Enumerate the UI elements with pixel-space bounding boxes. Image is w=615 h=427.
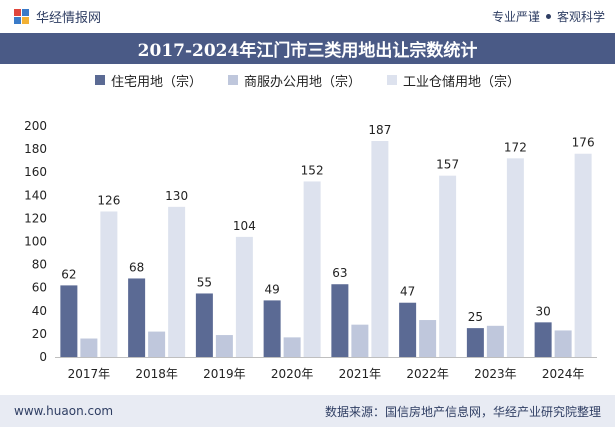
y-tick-label: 0 [39,350,47,364]
bar-3-8 [574,153,592,357]
bar-1-6 [399,302,417,357]
bar-3-4 [303,181,321,357]
x-tick-label: 2022年 [406,367,449,381]
legend-item-commercial: 商服办公用地（宗） [227,71,361,90]
bar-1-1 [60,285,78,357]
legend-item-residential: 住宅用地（宗） [94,71,202,90]
x-tick-label: 2023年 [474,367,517,381]
bar-2-7 [486,325,504,357]
slogan-left: 专业严谨 [491,10,540,24]
data-label: 187 [368,123,391,137]
x-tick-label: 2021年 [339,367,382,381]
bar-2-5 [351,324,369,357]
y-tick-label: 160 [24,165,47,179]
chart-legend: 住宅用地（宗） 商服办公用地（宗） 工业仓储用地（宗） [0,70,615,90]
bar-2-4 [283,337,301,357]
y-tick-label: 20 [32,327,47,341]
bar-3-6 [439,175,457,357]
y-tick-label: 60 [32,281,47,295]
legend-label-industrial: 工业仓储用地（宗） [403,74,521,90]
y-tick-label: 40 [32,304,47,318]
data-label: 126 [97,193,120,207]
y-tick-label: 120 [24,211,47,225]
bullet-dot-icon [545,14,551,19]
data-label: 62 [61,267,76,281]
footer: www.huaon.com 数据来源：国信房地产信息网，华经产业研究院整理 [0,395,615,427]
legend-swatch-industrial [387,75,397,85]
x-tick-label: 2019年 [203,367,246,381]
bar-1-5 [331,284,349,357]
bar-3-7 [506,158,524,357]
bar-1-2 [128,278,146,357]
x-tick-label: 2018年 [135,367,178,381]
y-tick-label: 100 [24,235,47,249]
data-label: 176 [572,136,595,150]
data-label: 104 [233,219,256,233]
bar-3-2 [168,206,186,357]
legend-label-commercial: 商服办公用地（宗） [243,74,361,90]
chart-title: 2017-2024年江门市三类用地出让宗数统计 [0,33,615,64]
bar-2-3 [215,335,233,357]
bar-3-5 [371,141,389,357]
y-tick-label: 80 [32,258,47,272]
brand-logo-icon [14,8,30,25]
y-tick-label: 200 [24,119,47,133]
bar-chart: 0 20 40 60 80 100 120 140 160 180 200 62 126 2017年 68 1… [24,119,597,381]
data-label: 68 [129,260,144,274]
brand: 华经情报网 [14,7,101,26]
x-tick-label: 2020年 [271,367,314,381]
bar-2-2 [148,331,166,357]
bar-1-7 [466,328,484,357]
legend-swatch-commercial [227,75,238,85]
legend-label-residential: 住宅用地（宗） [110,74,202,90]
data-label: 172 [504,140,527,154]
data-label: 157 [436,158,459,172]
data-label: 130 [165,189,188,203]
data-label: 63 [332,266,347,280]
x-tick-label: 2024年 [542,367,585,381]
footer-url[interactable]: www.huaon.com [14,404,114,418]
slogan: 专业严谨 客观科学 [492,8,605,25]
bar-2-1 [80,338,98,357]
y-tick-label: 180 [24,142,47,156]
bar-3-3 [235,236,253,357]
bar-2-6 [419,320,437,357]
bar-1-4 [263,300,281,357]
legend-swatch-residential [94,75,105,85]
bar-1-8 [534,322,552,357]
footer-source: 数据来源：国信房地产信息网，华经产业研究院整理 [324,404,601,419]
slogan-right: 客观科学 [556,10,605,24]
x-tick-label: 2017年 [68,367,111,381]
y-tick-label: 140 [24,188,47,202]
bar-2-8 [554,330,572,357]
data-label: 55 [197,275,212,289]
top-bar: 华经情报网 专业严谨 客观科学 [0,0,615,33]
data-label: 30 [535,304,550,318]
data-label: 47 [400,285,415,299]
bar-1-3 [195,293,213,357]
data-label: 25 [468,310,483,324]
bar-3-1 [100,211,118,357]
data-label: 152 [301,163,324,177]
legend-item-industrial: 工业仓储用地（宗） [387,71,520,90]
brand-name: 华经情报网 [36,11,102,26]
data-label: 49 [264,282,279,296]
